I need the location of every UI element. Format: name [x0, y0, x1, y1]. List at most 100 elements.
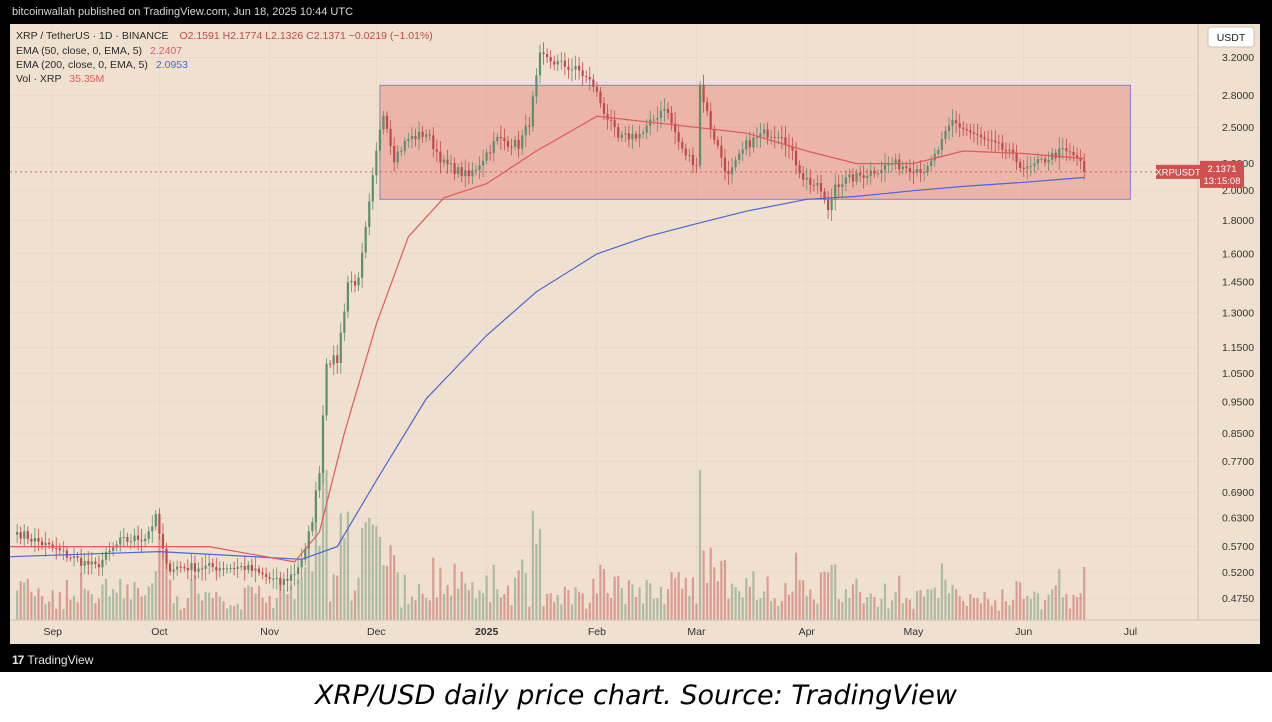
volume-bar [702, 550, 705, 620]
volume-bar [417, 584, 421, 620]
volume-bar [837, 599, 840, 620]
volume-bar [741, 597, 744, 620]
candle-body [887, 164, 890, 166]
candle-body [407, 139, 410, 142]
volume-bar [969, 594, 972, 620]
candle-body [55, 548, 58, 550]
candle-body [958, 123, 961, 128]
candle-body [215, 567, 218, 571]
volume-bar [645, 579, 648, 620]
candle-body [823, 191, 826, 201]
volume-bar [1001, 589, 1004, 620]
candle-body [382, 115, 385, 130]
volume-bar [638, 587, 641, 620]
volume-bar [706, 582, 709, 620]
volume-bar [1058, 569, 1061, 620]
candle-body [709, 111, 712, 130]
candle-body [691, 154, 695, 166]
svg-text:XRP / TetherUS · 1D · BINANCE: XRP / TetherUS · 1D · BINANCE O2.1591 H2… [16, 30, 433, 42]
candle-body [410, 135, 414, 140]
price-chart[interactable]: 3.20002.80002.50002.20002.00001.80001.60… [9, 24, 1260, 644]
candle-body [610, 119, 613, 121]
candle-body [819, 183, 823, 192]
volume-bar [880, 599, 883, 620]
candle-body [172, 569, 175, 572]
candle-body [222, 568, 225, 570]
volume-bar [570, 604, 574, 620]
candle-body [841, 184, 844, 187]
candle-body [677, 132, 680, 142]
candle-body [563, 60, 566, 67]
candle-body [837, 184, 840, 187]
volume-bar [940, 563, 944, 620]
volume-bar [987, 599, 990, 620]
candle-body [144, 538, 147, 541]
volume-bar [297, 579, 300, 620]
volume-bar [524, 573, 527, 620]
volume-bar [659, 586, 663, 620]
volume-bar [905, 598, 908, 620]
candle-body [855, 172, 858, 182]
candle-body [794, 150, 798, 166]
volume-bar [549, 593, 552, 620]
volume-bar [656, 598, 659, 620]
candle-body [638, 133, 641, 139]
volume-bar [30, 591, 33, 620]
volume-bar [293, 599, 296, 620]
legend-ema200-value: 2.0953 [156, 59, 188, 71]
currency-button[interactable]: USDT [1207, 26, 1255, 48]
volume-bar [919, 590, 922, 620]
y-tick-label: 0.5700 [1222, 541, 1254, 553]
volume-bar [602, 569, 606, 620]
candle-body [556, 60, 559, 65]
volume-bar [901, 603, 904, 620]
x-tick-label: Nov [260, 626, 279, 638]
volume-bar [691, 577, 695, 620]
candle-body [439, 151, 442, 163]
volume-bar [400, 607, 403, 620]
candle-body [624, 133, 627, 135]
candle-body [122, 536, 125, 538]
volume-bar [592, 578, 595, 620]
candle-body [965, 129, 968, 131]
volume-bar [236, 603, 239, 620]
candle-body [289, 574, 293, 581]
candle-body [1068, 151, 1072, 153]
candle-body [190, 563, 193, 571]
volume-bar [816, 603, 819, 620]
volume-bar [1004, 601, 1008, 620]
candle-body [1015, 152, 1018, 163]
volume-bar [606, 593, 609, 620]
chart-area[interactable]: 3.20002.80002.50002.20002.00001.80001.60… [9, 24, 1260, 644]
candle-body [286, 578, 289, 581]
legend-ema50-value: 2.2407 [150, 45, 182, 57]
volume-bar [762, 591, 766, 620]
volume-bar [72, 595, 76, 620]
candle-body [272, 578, 275, 580]
candle-body [1001, 142, 1004, 150]
volume-bar [734, 587, 737, 620]
candle-body [908, 168, 911, 172]
volume-bar [108, 596, 111, 620]
volume-bar [720, 560, 723, 620]
volume-bar [713, 567, 716, 620]
candle-body [531, 96, 534, 127]
candle-body [44, 542, 47, 546]
y-tick-label: 0.4750 [1222, 593, 1254, 605]
volume-bar [858, 591, 862, 620]
candle-body [844, 177, 847, 185]
volume-bar [1075, 596, 1079, 620]
ema50-line [10, 115, 1085, 563]
volume-bar [545, 593, 549, 620]
volume-bar [898, 575, 901, 620]
y-tick-label: 1.8000 [1222, 215, 1254, 227]
volume-bar [218, 596, 221, 620]
candle-body [1004, 149, 1008, 152]
candle-body [101, 559, 104, 568]
volume-bar [229, 605, 232, 620]
volume-bar [282, 589, 285, 620]
volume-bar [521, 559, 524, 620]
volume-bar [300, 578, 303, 620]
volume-bar [311, 571, 314, 620]
volume-bar [44, 603, 47, 620]
